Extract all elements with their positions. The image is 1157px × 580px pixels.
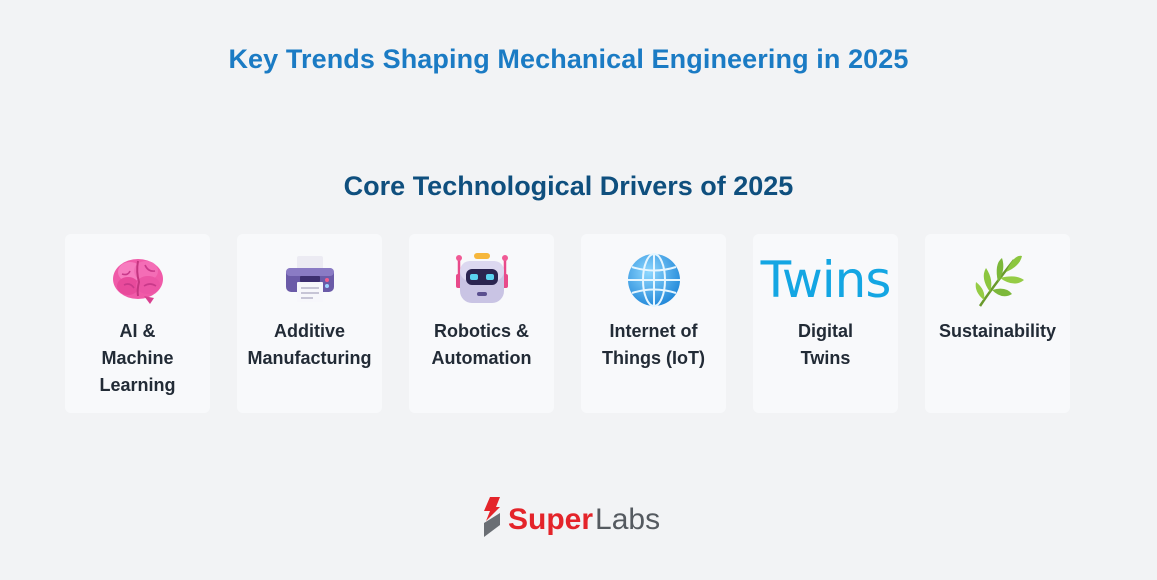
card-internet-of-things: Internet of Things (IoT) xyxy=(581,234,726,413)
card-robotics-automation: Robotics & Automation xyxy=(409,234,554,413)
card-additive-manufacturing: Additive Manufacturing xyxy=(237,234,382,413)
superlabs-mark-icon xyxy=(482,497,502,542)
card-digital-twins: Twins Digital Twins xyxy=(753,234,898,413)
logo-brand-secondary: Labs xyxy=(595,502,661,536)
brain-icon xyxy=(110,252,166,308)
superlabs-logo[interactable]: Super Labs xyxy=(482,497,660,542)
card-label: AI & Machine Learning xyxy=(99,321,176,395)
card-label: Additive Manufacturing xyxy=(247,321,372,368)
card-label: Sustainability xyxy=(938,321,1057,341)
printer-icon xyxy=(282,252,338,308)
logo-brand-primary: Super xyxy=(508,502,594,536)
herb-icon xyxy=(970,252,1026,308)
section-title: Core Technological Drivers of 2025 xyxy=(343,171,794,201)
driver-cards: AI & Machine Learning Additive Manufactu… xyxy=(65,234,1070,413)
robot-icon xyxy=(454,252,510,308)
twins-text-icon: Twins xyxy=(760,251,892,309)
card-label: Digital Twins xyxy=(797,321,853,368)
card-sustainability: Sustainability xyxy=(925,234,1070,413)
card-label: Robotics & Automation xyxy=(431,321,532,368)
card-ai-machine-learning: AI & Machine Learning xyxy=(65,234,210,413)
card-label: Internet of Things (IoT) xyxy=(602,321,705,368)
globe-icon xyxy=(626,252,682,308)
page-title: Key Trends Shaping Mechanical Engineerin… xyxy=(228,44,909,74)
